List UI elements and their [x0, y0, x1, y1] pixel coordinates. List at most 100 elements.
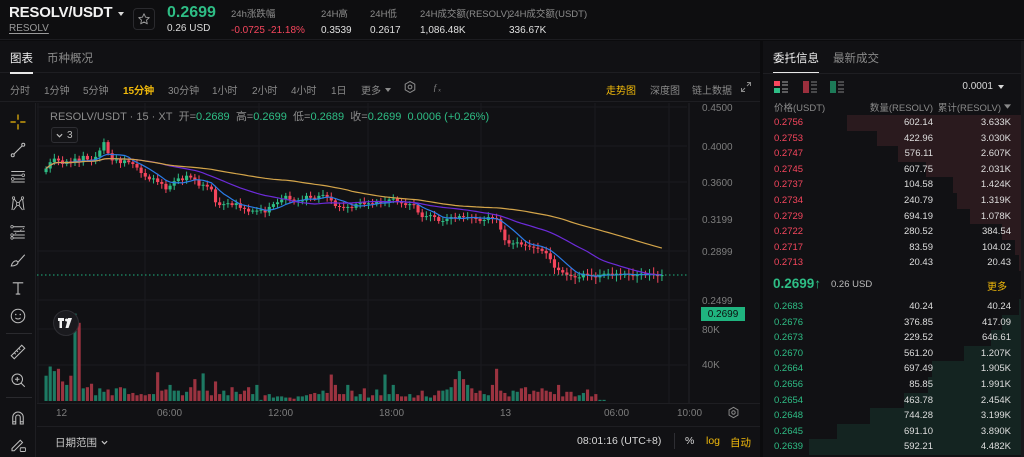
view-depth-chart[interactable]: 深度图: [650, 86, 680, 97]
lock-drawing-icon[interactable]: [9, 435, 27, 453]
log-scale-button[interactable]: log: [706, 435, 721, 447]
trend-line-icon[interactable]: [9, 141, 27, 159]
mid-price-usd: 0.26 USD: [831, 279, 873, 290]
ask-row[interactable]: 0.2737 104.58 1.424K: [763, 177, 1021, 193]
axis-settings-icon[interactable]: [727, 406, 740, 419]
magnet-icon[interactable]: [9, 409, 27, 427]
depth-bar: [870, 408, 1021, 424]
view-trend-chart[interactable]: 走势图: [606, 86, 636, 97]
price: 0.2670: [774, 347, 804, 359]
price: 0.2717: [774, 241, 804, 253]
total: 646.61: [981, 332, 1011, 344]
ask-row[interactable]: 0.2713 20.43 20.43: [763, 255, 1021, 271]
amount: 229.52: [903, 332, 933, 344]
price: 0.2673: [774, 332, 804, 344]
auto-scale-button[interactable]: 自动: [730, 437, 751, 449]
amount: 691.10: [903, 425, 933, 437]
price: 0.2648: [774, 410, 804, 422]
price: 0.2664: [774, 363, 804, 375]
scrollbar[interactable]: [1021, 41, 1024, 457]
text-tool-icon[interactable]: [9, 279, 27, 297]
precision-selector[interactable]: 0.0001: [962, 81, 1004, 92]
zoom-in-icon[interactable]: [9, 371, 27, 389]
stat-24h-high: 24H高 0.3539: [321, 9, 352, 36]
crosshair-icon[interactable]: [9, 113, 27, 131]
depth-bar: [928, 376, 1021, 393]
book-mode-asks-icon[interactable]: [803, 81, 817, 93]
price-axis-label: 0.4500: [702, 103, 733, 114]
settings-icon[interactable]: [403, 80, 417, 94]
amount: 697.49: [903, 363, 933, 375]
ask-row[interactable]: 0.2722 280.52 384.54: [763, 224, 1021, 240]
total: 1.424K: [980, 179, 1011, 191]
total: 3.030K: [980, 132, 1011, 144]
candlestick-chart[interactable]: 0.4500 0.4000 0.3600 0.3199 0.2899 0.2499 80K 4…: [37, 103, 760, 403]
book-mode-both-icon[interactable]: [774, 81, 788, 93]
tab-chart[interactable]: 图表: [10, 50, 33, 74]
ask-row[interactable]: 0.2747 576.11 2.607K: [763, 146, 1021, 162]
timeframe-5m[interactable]: 5分钟: [83, 86, 109, 97]
depth-bar: [926, 161, 1021, 178]
timeframe-30m[interactable]: 30分钟: [168, 86, 200, 97]
symbol-selector[interactable]: RESOLV/USDT: [9, 4, 125, 21]
date-range-selector[interactable]: 日期范围: [55, 435, 108, 450]
ask-row[interactable]: 0.2729 694.19 1.078K: [763, 208, 1021, 225]
timeframe-1h[interactable]: 1小时: [212, 86, 238, 97]
depth-bar: [1019, 255, 1021, 271]
ruler-icon[interactable]: [9, 343, 27, 361]
favorite-button[interactable]: [133, 8, 155, 30]
bid-row[interactable]: 0.2654 463.78 2.454K: [763, 392, 1021, 409]
ask-row[interactable]: 0.2734 240.79 1.319K: [763, 192, 1021, 209]
total: 1.078K: [980, 210, 1011, 222]
sort-caret-icon[interactable]: [1004, 104, 1011, 109]
bid-row[interactable]: 0.2648 744.28 3.199K: [763, 408, 1021, 424]
svg-text:x: x: [438, 88, 441, 93]
depth-bar: [1015, 239, 1021, 256]
brush-icon[interactable]: [9, 251, 27, 269]
tab-recent-trades[interactable]: 最新成交: [833, 53, 879, 65]
more-button[interactable]: 更多: [987, 282, 1007, 293]
chart-clock[interactable]: 08:01:16 (UTC+8): [577, 435, 662, 447]
tab-coin-overview[interactable]: 币种概况: [47, 53, 93, 65]
tradingview-logo-icon[interactable]: [53, 310, 79, 336]
price-chart[interactable]: 0.4500 0.4000 0.3600 0.3199 0.2899 0.2499 80K 4…: [37, 103, 760, 457]
fib-retracement-icon[interactable]: [9, 223, 27, 241]
time-axis[interactable]: 12 06:00 12:00 18:00 13 06:00 10:00: [37, 403, 760, 421]
price-axis-label: 0.4000: [702, 142, 733, 153]
view-onchain-data[interactable]: 链上数据: [692, 86, 732, 97]
timeframe-2h[interactable]: 2小时: [252, 86, 278, 97]
depth-bar: [898, 146, 1021, 162]
bid-row[interactable]: 0.2656 85.85 1.991K: [763, 376, 1021, 393]
stat-24h-change: 24h涨跌幅 -0.0725 -21.18%: [231, 9, 305, 36]
emoji-icon[interactable]: [9, 307, 27, 325]
timeframe-1m[interactable]: 1分钟: [44, 86, 70, 97]
indicator-collapse-button[interactable]: 3: [51, 127, 78, 143]
tab-order-book[interactable]: 委托信息: [773, 50, 819, 74]
horizontal-lines-icon[interactable]: [9, 167, 27, 185]
stat-24h-volume-base: 24H成交额(RESOLV) 1,086.48K: [420, 9, 511, 36]
timeframe-15m[interactable]: 15分钟: [123, 86, 155, 97]
bid-row[interactable]: 0.2673 229.52 646.61: [763, 330, 1021, 346]
base-asset-link[interactable]: RESOLV: [9, 23, 49, 34]
bid-row[interactable]: 0.2639 592.21 4.482K: [763, 439, 1021, 455]
total: 2.031K: [980, 163, 1011, 175]
timeframe-4h[interactable]: 4小时: [291, 86, 317, 97]
bid-row[interactable]: 0.2683 40.24 40.24: [763, 299, 1021, 315]
timeframe-time[interactable]: 分时: [10, 86, 30, 97]
ask-row[interactable]: 0.2745 607.75 2.031K: [763, 161, 1021, 178]
timeframe-1d[interactable]: 1日: [331, 86, 347, 97]
bid-row[interactable]: 0.2645 691.10 3.890K: [763, 423, 1021, 440]
timeframe-more[interactable]: 更多: [361, 82, 391, 97]
ask-row[interactable]: 0.2753 422.96 3.030K: [763, 130, 1021, 147]
fullscreen-icon[interactable]: [740, 81, 752, 93]
bid-row[interactable]: 0.2670 561.20 1.207K: [763, 345, 1021, 362]
ask-row[interactable]: 0.2756 602.14 3.633K: [763, 115, 1021, 131]
bid-row[interactable]: 0.2676 376.85 417.09: [763, 314, 1021, 331]
book-mode-bids-icon[interactable]: [830, 81, 844, 93]
bid-row[interactable]: 0.2664 697.49 1.905K: [763, 361, 1021, 377]
percent-scale-button[interactable]: %: [685, 435, 695, 447]
ask-row[interactable]: 0.2717 83.59 104.02: [763, 239, 1021, 256]
pattern-tool-icon[interactable]: [9, 195, 27, 213]
